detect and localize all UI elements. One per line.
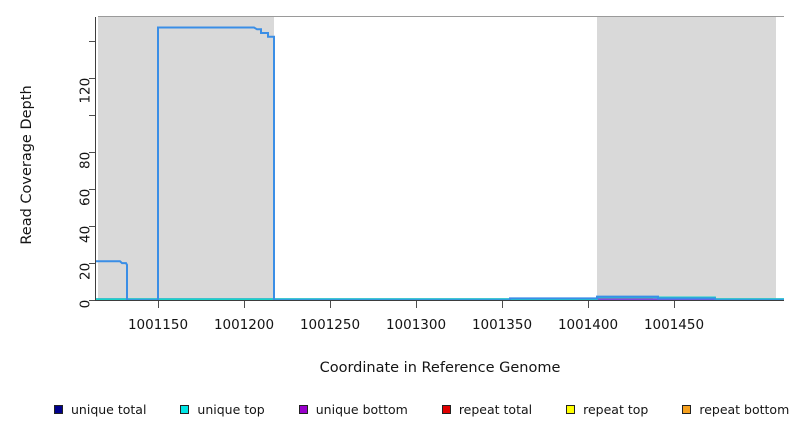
x-tick-label-1001150: 1001150 [127,317,189,333]
y-axis-line [95,17,97,301]
x-tick-label-1001350: 1001350 [471,317,533,333]
x-tick-label-1001300: 1001300 [385,317,447,333]
y-tick-mark-20 [89,263,96,264]
y-tick-label-40: 40 [77,225,94,243]
x-tick-mark-1001450 [674,301,675,308]
plot-top-rule [98,16,784,18]
x-tick-label-1001400: 1001400 [557,317,619,333]
legend-item-unique-total: unique total [54,403,146,416]
x-tick-mark-1001350 [502,301,503,308]
y-tick-mark-80 [89,152,96,153]
x-tick-label-1001450: 1001450 [643,317,705,333]
legend-label-repeat-bottom: repeat bottom [699,401,790,417]
plot-area [96,17,784,301]
legend-label-unique-total: unique total [71,401,147,417]
legend-item-repeat-total: repeat total [441,401,533,417]
legend-item-repeat-bottom: repeat bottom [682,403,789,416]
x-tick-label-1001250: 1001250 [299,317,361,333]
y-tick-label-0: 0 [77,299,94,309]
y-tick-mark-140 [89,41,96,42]
y-tick-label-80: 80 [77,151,94,169]
y-tick-mark-100 [89,115,96,116]
x-tick-mark-1001300 [416,301,417,308]
legend-swatch-icon-repeat-bottom [682,404,692,414]
legend-swatch-icon-unique-total [54,404,63,414]
legend-item-unique-bottom: unique bottom [298,401,408,417]
legend-swatch-icon-repeat-top [566,404,576,414]
legend-label-unique-top: unique top [197,401,265,417]
y-axis-title: Read Coverage Depth [19,85,35,245]
x-tick-mark-1001250 [330,301,331,308]
legend-label-repeat-total: repeat total [458,401,533,417]
y-tick-mark-60 [89,189,96,190]
legend-swatch-icon-repeat-total [441,404,451,414]
legend-item-unique-top: unique top [180,401,265,417]
legend-swatch-icon-unique-top [180,404,190,414]
legend-label-unique-bottom: unique bottom [315,401,408,417]
x-tick-mark-1001150 [158,301,159,308]
legend: unique total unique top unique bottom re… [0,398,792,420]
x-tick-label-1001200: 1001200 [213,317,275,333]
y-tick-mark-120 [89,78,96,79]
y-tick-mark-0 [89,300,96,301]
legend-item-repeat-top: repeat top [566,403,648,416]
y-tick-label-60: 60 [77,188,94,206]
y-tick-label-20: 20 [77,262,94,280]
shaded-region-left [98,17,274,301]
y-tick-label-120: 120 [77,77,94,104]
legend-label-repeat-top: repeat top [583,401,649,417]
x-tick-mark-1001400 [588,301,589,308]
x-tick-mark-1001200 [244,301,245,308]
x-axis-title: Coordinate in Reference Genome [319,360,561,376]
shaded-region-right [597,17,776,301]
series-unique-total [96,26,784,301]
legend-swatch-icon-unique-bottom [298,404,308,414]
coverage-traces [96,26,784,301]
x-axis-line [96,300,784,302]
y-tick-mark-40 [89,226,96,227]
